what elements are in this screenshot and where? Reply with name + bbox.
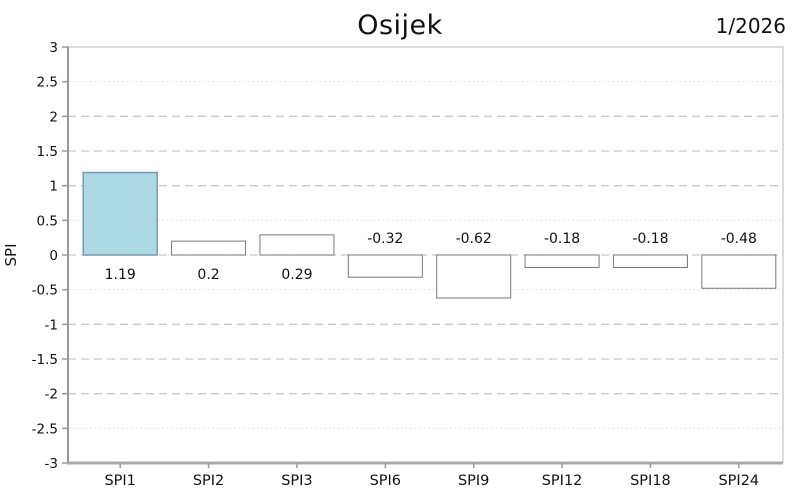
bar-SPI6: [347, 254, 423, 278]
value-label-SPI24: -0.48: [721, 231, 757, 247]
y-tick-label: 3: [49, 40, 58, 56]
y-tick-label: -3: [45, 456, 58, 472]
x-tick-label-SPI9: SPI9: [458, 473, 489, 489]
y-axis-title: SPI: [2, 244, 20, 267]
y-tick-label: -1.5: [32, 352, 58, 368]
y-tick-label: 2.5: [37, 75, 58, 91]
x-tick-label-SPI12: SPI12: [542, 473, 583, 489]
value-label-SPI18: -0.18: [632, 231, 668, 247]
bar-SPI3: [259, 234, 335, 256]
bar-SPI24: [701, 254, 777, 289]
period-label: 1/2026: [715, 14, 786, 38]
bar-SPI9: [436, 254, 512, 299]
bar-SPI12: [524, 254, 600, 268]
y-tick-label: 0: [49, 248, 58, 264]
value-label-SPI1: 1.19: [105, 267, 136, 283]
y-tick-label: 1: [49, 179, 58, 195]
value-label-SPI6: -0.32: [367, 231, 403, 247]
y-tick-label: -1: [45, 317, 58, 333]
y-tick-label: -2.5: [32, 421, 58, 437]
x-tick-label-SPI1: SPI1: [104, 473, 135, 489]
x-tick-label-SPI3: SPI3: [281, 473, 312, 489]
x-tick-label-SPI2: SPI2: [193, 473, 224, 489]
value-label-SPI2: 0.2: [197, 267, 219, 283]
x-tick-label-SPI18: SPI18: [630, 473, 671, 489]
y-tick-label: -0.5: [32, 283, 58, 299]
chart-title: Osijek: [357, 10, 443, 41]
x-tick-label-SPI6: SPI6: [370, 473, 401, 489]
value-label-SPI9: -0.62: [456, 231, 492, 247]
y-tick-label: -2: [45, 387, 58, 403]
value-label-SPI3: 0.29: [281, 267, 312, 283]
bar-SPI1: [82, 171, 158, 256]
value-label-SPI12: -0.18: [544, 231, 580, 247]
x-tick-label-SPI24: SPI24: [718, 473, 759, 489]
y-tick-label: 1.5: [37, 144, 58, 160]
bar-SPI18: [612, 254, 688, 268]
bar-SPI2: [171, 240, 247, 256]
y-tick-label: 2: [49, 109, 58, 125]
y-tick-label: 0.5: [37, 213, 58, 229]
